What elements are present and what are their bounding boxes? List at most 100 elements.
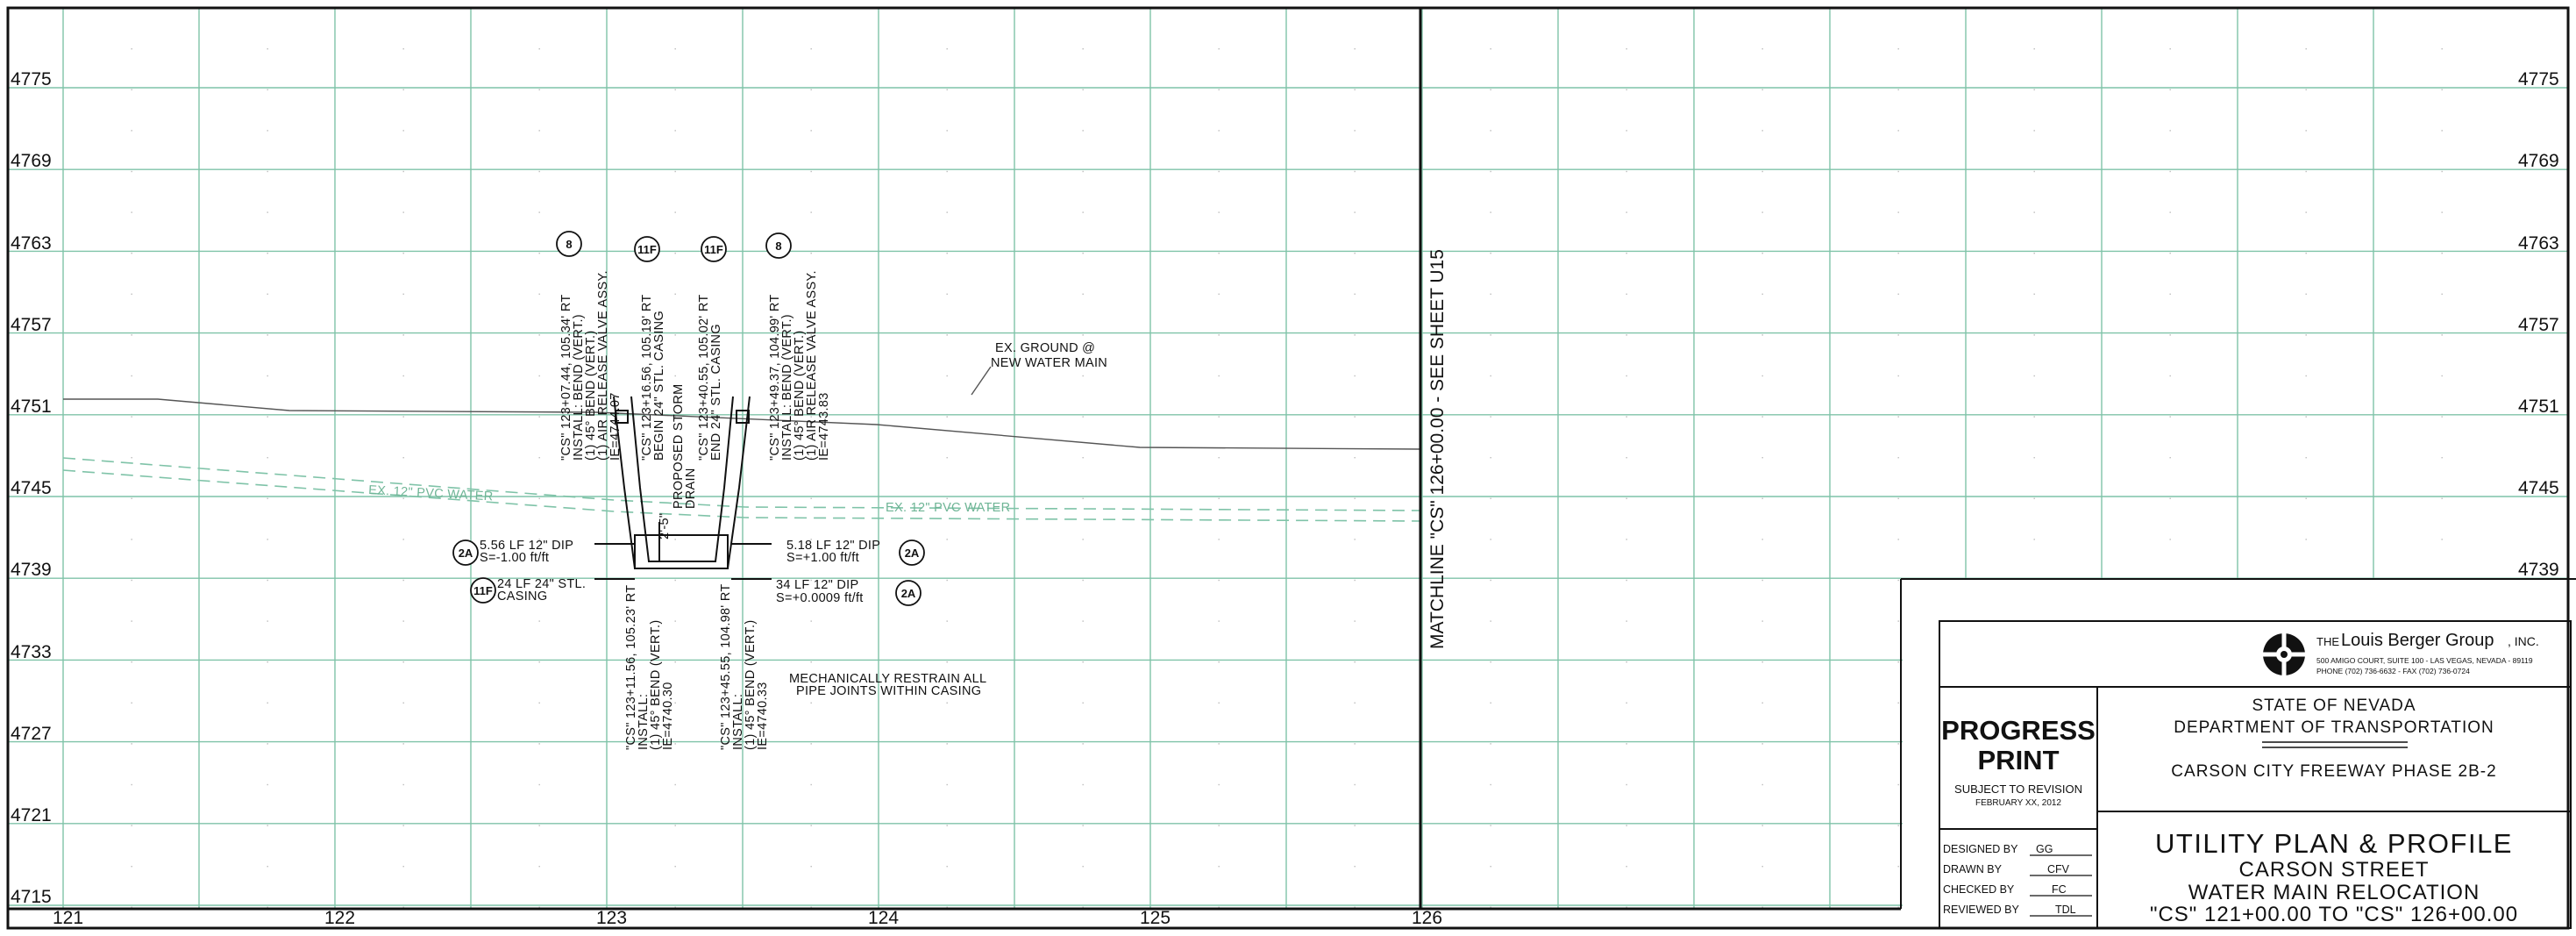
subgrid-dot (1626, 497, 1627, 499)
subgrid-dot (946, 620, 948, 622)
vertical-note-top-3: PROPOSED STORM DRAIN (672, 383, 698, 509)
sheet-title-line3: WATER MAIN RELOCATION (2188, 881, 2480, 904)
subgrid-dot (538, 783, 540, 786)
subgrid-dot (2441, 170, 2443, 173)
subgrid-dot (538, 170, 540, 173)
note-line: (1) 45° BEND (VERT.) (744, 619, 758, 750)
subgrid-dot (674, 293, 676, 295)
callout-bubble (470, 577, 496, 604)
subgrid-dot (267, 334, 268, 336)
subgrid-dot (1218, 170, 1220, 173)
subgrid-dot (2169, 375, 2171, 377)
elevation-labels-right: 4775 4769 4763 4757 4751 4745 4739 (2518, 69, 2559, 580)
existing-water-pipe-bottom (62, 469, 1421, 522)
subgrid-dot (1354, 906, 1356, 908)
subgrid-dot (402, 620, 404, 622)
elev-label: 4763 (11, 233, 52, 254)
subgrid-dot (538, 375, 540, 377)
subgrid-dot (1082, 866, 1084, 868)
subgrid-dot (538, 866, 540, 868)
subgrid-dot (402, 906, 404, 908)
pipe-note-left2-line1: 24 LF 24" STL. (497, 577, 586, 591)
subgrid-dot (1354, 416, 1356, 418)
sheet-frame (6, 6, 2570, 930)
subgrid-dot (267, 866, 268, 868)
subgrid-dot (1082, 375, 1084, 377)
subgrid-dot (402, 293, 404, 295)
subgrid-dot (1354, 253, 1356, 254)
subgrid-dot (1626, 661, 1627, 663)
subgrid-dot (946, 579, 948, 582)
subgrid-dot (1354, 334, 1356, 336)
elev-label: 4733 (11, 642, 52, 662)
subgrid-dot (1354, 497, 1356, 499)
station-label: 124 (868, 908, 899, 928)
subgrid-dot (538, 130, 540, 132)
subgrid-dot (1897, 906, 1899, 908)
subgrid-dot (946, 661, 948, 663)
subgrid-dot (2305, 253, 2307, 254)
subgrid-dot (674, 702, 676, 704)
subgrid-dot (402, 48, 404, 50)
subgrid-dot (1761, 906, 1763, 908)
subgrid-dot (1897, 253, 1899, 254)
subgrid-dot (402, 661, 404, 663)
subgrid-dot (674, 579, 676, 582)
callout-bubble (556, 231, 582, 257)
subgrid-dot (810, 743, 812, 745)
elev-label: 4757 (11, 315, 52, 335)
subgrid-dot (1761, 743, 1763, 745)
subgrid-dot (2305, 334, 2307, 336)
subgrid-dot (267, 497, 268, 499)
elev-label: 4751 (11, 397, 52, 417)
subgrid-dot (1354, 293, 1356, 295)
subgrid-dot (1082, 211, 1084, 213)
casing-end-marker (736, 410, 750, 424)
progress-stamp-line4: FEBRUARY XX, 2012 (1975, 798, 2061, 808)
subgrid-dot (2033, 497, 2035, 499)
subgrid-dot (810, 866, 812, 868)
subgrid-dot (2033, 253, 2035, 254)
subgrid-dot (267, 170, 268, 173)
project-name: CARSON CITY FREEWAY PHASE 2B-2 (2171, 762, 2496, 781)
subgrid-dot (267, 48, 268, 50)
subgrid-dot (1761, 497, 1763, 499)
clearance-dimension: 2'-5" (658, 513, 672, 539)
company-prefix: THE (2316, 635, 2339, 648)
subgrid-dot (1897, 866, 1899, 868)
subgrid-dot (1082, 743, 1084, 745)
subgrid-dot (1897, 334, 1899, 336)
subgrid-dot (946, 375, 948, 377)
subgrid-dot (267, 375, 268, 377)
subgrid-dot (1897, 579, 1899, 582)
subgrid-dot (402, 702, 404, 704)
pipe-note-right1-line2: S=+1.00 ft/ft (786, 551, 859, 565)
subgrid-dot (538, 253, 540, 254)
subgrid-dot (538, 89, 540, 90)
subgrid-dot (810, 334, 812, 336)
ground-note-line1: EX. GROUND @ (995, 341, 1095, 355)
subgrid-dot (2441, 48, 2443, 50)
station-labels: 121 122 123 124 125 126 (53, 908, 1442, 928)
subgrid-dot (946, 906, 948, 908)
subgrid-dot (810, 375, 812, 377)
subgrid-dot (1218, 906, 1220, 908)
elev-label: 4775 (2518, 69, 2559, 89)
vertical-note-top-2: "CS" 123+16.56, 105.19' RT BEGIN 24" STL… (640, 295, 666, 461)
subgrid-dot (2305, 416, 2307, 418)
subgrid-dot (2033, 293, 2035, 295)
note-line: INSTALL: (637, 694, 651, 750)
subgrid-dot (267, 89, 268, 90)
sheet-title-line4: "CS" 121+00.00 TO "CS" 126+00.00 (2150, 903, 2518, 926)
subgrid-dot (538, 334, 540, 336)
pipe-note-left2-line2: CASING (497, 589, 547, 604)
subgrid-dot (2169, 89, 2171, 90)
note-line: (1) 45° BEND (VERT.) (649, 619, 663, 750)
restrain-note-line2: PIPE JOINTS WITHIN CASING (796, 684, 981, 698)
note-line: INSTALL: BEND (VERT.) (780, 314, 794, 461)
subgrid-dot (2169, 253, 2171, 254)
elev-label: 4739 (11, 560, 52, 580)
subgrid-dot (267, 211, 268, 213)
subgrid-dot (1218, 457, 1220, 459)
station-label: 125 (1140, 908, 1171, 928)
